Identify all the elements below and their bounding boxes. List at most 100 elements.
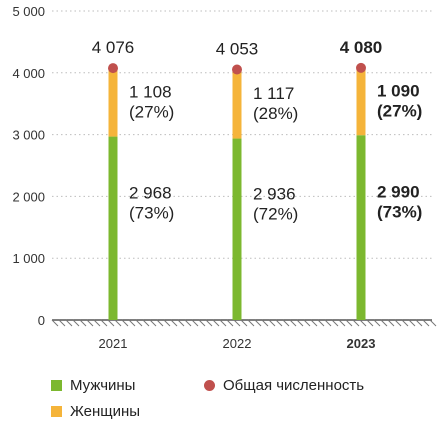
baseline-hatch <box>387 319 395 327</box>
baseline-hatch <box>401 319 409 327</box>
x-category-2022: 2022 <box>223 336 252 351</box>
baseline-hatch <box>226 319 234 327</box>
baseline-hatch <box>121 319 129 327</box>
baseline-hatch <box>93 319 101 327</box>
baseline-hatch <box>289 319 297 327</box>
baseline-hatch <box>352 319 360 327</box>
baseline-hatch <box>184 319 192 327</box>
baseline-hatch <box>107 319 115 327</box>
baseline-hatch <box>345 319 353 327</box>
baseline-hatch <box>198 319 206 327</box>
men-value-2022: 2 936 <box>253 184 296 203</box>
women-pct-2022: (28%) <box>253 104 298 123</box>
baseline-hatch <box>191 319 199 327</box>
baseline-hatch <box>51 319 59 327</box>
women-pct-2021: (27%) <box>129 102 174 121</box>
baseline-hatch <box>254 319 262 327</box>
baseline-hatch <box>324 319 332 327</box>
baseline-hatch <box>261 319 269 327</box>
baseline-hatch <box>380 319 388 327</box>
baseline-hatch <box>149 319 157 327</box>
men-pct-2023: (73%) <box>377 203 422 222</box>
baseline-hatch <box>72 319 80 327</box>
total-label-2022: 4 053 <box>216 40 259 59</box>
total-label-2021: 4 076 <box>92 38 135 57</box>
baseline-hatch <box>359 319 367 327</box>
bar-women-2021 <box>108 68 118 137</box>
baseline-hatch <box>422 319 430 327</box>
baseline-hatch <box>156 319 164 327</box>
men-pct-2022: (72%) <box>253 204 298 223</box>
baseline-hatch <box>247 319 255 327</box>
baseline-hatch <box>429 319 437 327</box>
x-category-2021: 2021 <box>99 336 128 351</box>
total-label-2023: 4 080 <box>340 38 383 57</box>
legend-swatch-women <box>51 406 62 417</box>
baseline-hatch <box>219 319 227 327</box>
x-axis-baseline <box>51 319 437 327</box>
baseline-hatch <box>310 319 318 327</box>
legend-item-women: Женщины <box>51 403 140 420</box>
bar-men-2023 <box>356 135 366 320</box>
y-tick-4000: 4 000 <box>12 66 45 81</box>
bar-men-2022 <box>232 138 242 320</box>
men-value-2023: 2 990 <box>377 183 420 202</box>
men-value-2021: 2 968 <box>129 183 172 202</box>
y-tick-2000: 2 000 <box>12 189 45 204</box>
total-point-2021 <box>108 63 118 74</box>
y-tick-0: 0 <box>38 313 45 328</box>
baseline-hatch <box>135 319 143 327</box>
legend-label-women: Женщины <box>70 403 141 420</box>
y-tick-3000: 3 000 <box>12 128 45 143</box>
baseline-hatch <box>65 319 73 327</box>
baseline-hatch <box>373 319 381 327</box>
y-axis-ticks: 0 1 000 2 000 3 000 4 000 5 000 <box>12 4 45 328</box>
baseline-hatch <box>114 319 122 327</box>
baseline-hatch <box>366 319 374 327</box>
baseline-hatch <box>408 319 416 327</box>
men-pct-2021: (73%) <box>129 203 174 222</box>
baseline-hatch <box>331 319 339 327</box>
legend-swatch-men <box>51 380 62 391</box>
baseline-hatch <box>282 319 290 327</box>
baseline-hatch <box>212 319 220 327</box>
baseline-hatch <box>268 319 276 327</box>
baseline-hatch <box>394 319 402 327</box>
baseline-hatch <box>233 319 241 327</box>
bar-men-2021 <box>108 136 118 320</box>
baseline-hatch <box>170 319 178 327</box>
y-tick-5000: 5 000 <box>12 4 45 19</box>
bars <box>108 62 366 320</box>
baseline-hatch <box>415 319 423 327</box>
baseline-hatch <box>177 319 185 327</box>
baseline-hatch <box>163 319 171 327</box>
bar-women-2022 <box>232 69 242 139</box>
women-value-2021: 1 108 <box>129 82 172 101</box>
baseline-hatch <box>100 319 108 327</box>
baseline-hatch <box>58 319 66 327</box>
baseline-hatch <box>205 319 213 327</box>
x-axis-categories: 2021 2022 2023 <box>99 336 376 351</box>
bar-women-2023 <box>356 67 366 136</box>
baseline-hatch <box>303 319 311 327</box>
x-category-2023: 2023 <box>347 336 376 351</box>
legend-item-men: Мужчины <box>51 377 135 394</box>
baseline-hatch <box>317 319 325 327</box>
women-value-2022: 1 117 <box>253 84 294 103</box>
legend-label-men: Мужчины <box>70 377 136 394</box>
legend-dot-total <box>204 380 215 391</box>
women-pct-2023: (27%) <box>377 102 422 121</box>
y-tick-1000: 1 000 <box>12 251 45 266</box>
baseline-hatch <box>240 319 248 327</box>
baseline-hatch <box>296 319 304 327</box>
baseline-hatch <box>128 319 136 327</box>
women-value-2023: 1 090 <box>377 82 420 101</box>
baseline-hatch <box>142 319 150 327</box>
baseline-hatch <box>275 319 283 327</box>
total-point-2022 <box>232 64 242 75</box>
baseline-hatch <box>79 319 87 327</box>
total-point-2023 <box>356 62 366 73</box>
baseline-hatch <box>86 319 94 327</box>
